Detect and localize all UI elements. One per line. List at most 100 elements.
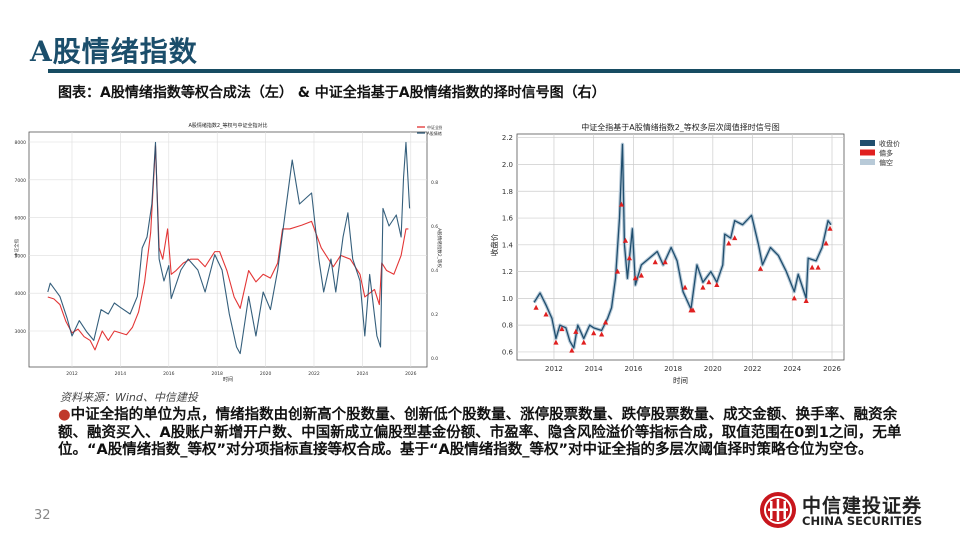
long-signal-marker xyxy=(591,330,597,336)
long-signal-marker xyxy=(815,264,821,270)
long-signal-marker xyxy=(553,339,559,345)
y-axis-label: 中证全指 xyxy=(13,239,20,257)
y-right-tick-label: 0.4 xyxy=(431,268,438,274)
y-axis-label: 收盘价 xyxy=(489,233,499,256)
y-tick-label: 4000 xyxy=(15,291,27,297)
y-tick-label: 0.6 xyxy=(502,348,514,356)
legend-label: 偏空 xyxy=(879,158,893,167)
series-line-csi-all xyxy=(47,145,409,351)
description: ●中证全指的单位为点，情绪指数由创新高个股数量、创新低个股数量、涨停股票数量、跌… xyxy=(58,407,908,460)
y-tick-label: 1.6 xyxy=(502,215,514,223)
legend-label: 中证全指 xyxy=(427,124,442,130)
x-axis-label: 时间 xyxy=(223,376,233,383)
plot-area xyxy=(516,133,845,361)
x-tick-label: 2026 xyxy=(823,365,841,373)
long-signal-marker xyxy=(700,284,706,290)
long-signal-marker xyxy=(618,201,625,207)
y-right-tick-label: 0.0 xyxy=(431,356,438,362)
long-signal-marker xyxy=(803,298,809,304)
y-tick-label: 1.8 xyxy=(502,188,513,196)
long-signal-marker xyxy=(714,281,720,287)
chart-title: A股情绪指数2_等权与中证全指对比 xyxy=(188,122,267,129)
long-signal-marker xyxy=(662,259,668,265)
long-signal-marker xyxy=(614,268,621,274)
long-signal-marker xyxy=(602,319,609,325)
long-signal-marker xyxy=(757,265,764,271)
x-tick-label: 2012 xyxy=(66,371,78,377)
long-signal-marker xyxy=(581,339,587,345)
long-signal-marker xyxy=(652,259,658,265)
x-tick-label: 2026 xyxy=(405,371,417,377)
x-tick-label: 2022 xyxy=(744,365,762,373)
title-divider xyxy=(48,69,960,73)
long-signal-marker xyxy=(626,255,633,261)
long-signal-marker xyxy=(827,225,833,231)
y-right-tick-label: 0.2 xyxy=(431,312,438,318)
long-signal-marker xyxy=(622,237,629,243)
chart-title: 中证全指基于A股情绪指数2_等权多层次阈值择时信号图 xyxy=(581,122,780,132)
legend-swatch xyxy=(860,159,875,165)
long-signal-marker xyxy=(726,240,732,246)
figure-caption: 图表：A股情绪指数等权合成法（左） & 中证全指基于A股情绪指数的择时信号图（右… xyxy=(58,85,606,101)
y-tick-label: 0.8 xyxy=(502,322,513,330)
y-tick-label: 2.2 xyxy=(502,134,513,142)
x-axis-label: 时间 xyxy=(673,375,688,385)
y-right-tick-label: 0.6 xyxy=(431,224,438,230)
x-tick-label: 2020 xyxy=(704,365,722,373)
legend-swatch xyxy=(860,140,875,146)
page-number: 32 xyxy=(34,508,51,523)
y-tick-label: 6000 xyxy=(15,216,27,222)
x-tick-label: 2018 xyxy=(211,371,223,377)
long-signal-marker xyxy=(682,284,688,290)
x-tick-label: 2024 xyxy=(357,371,369,377)
plot-area xyxy=(28,131,428,368)
y-tick-label: 8000 xyxy=(15,140,27,146)
x-tick-label: 2020 xyxy=(260,371,272,377)
description-text: 中证全指的单位为点，情绪指数由创新高个股数量、创新低个股数量、涨停股票数量、跌停… xyxy=(58,407,902,458)
long-signal-marker xyxy=(543,311,549,317)
long-signal-marker xyxy=(559,326,565,332)
y-tick-label: 7000 xyxy=(15,178,27,184)
long-signal-marker xyxy=(690,307,696,313)
page-title: A股情绪指数 xyxy=(30,35,198,68)
long-signal-marker xyxy=(823,240,829,246)
logo-text-cn: 中信建投证券 xyxy=(802,495,923,517)
y-right-axis-label: A股情绪指数2_等权 xyxy=(436,228,442,268)
bullet-icon: ● xyxy=(58,407,71,423)
long-signal-marker xyxy=(638,272,644,278)
logo: 中信建投证券 CHINA SECURITIES xyxy=(758,490,928,532)
series-line-sentiment xyxy=(47,141,411,355)
legend-label: 偏多 xyxy=(879,149,893,158)
long-signal-marker xyxy=(599,331,605,337)
x-tick-label: 2014 xyxy=(585,365,603,373)
long-signal-marker xyxy=(573,328,579,334)
y-right-tick-label: 0.8 xyxy=(431,180,438,186)
long-signal-marker xyxy=(569,347,575,353)
x-tick-label: 2024 xyxy=(783,365,801,373)
long-signal-marker xyxy=(732,235,738,241)
x-tick-label: 2014 xyxy=(115,371,127,377)
y-tick-label: 1.4 xyxy=(502,241,514,249)
x-tick-label: 2016 xyxy=(624,365,642,373)
close-price-line xyxy=(533,143,832,349)
citic-logo-icon xyxy=(760,492,796,528)
y-tick-label: 2.0 xyxy=(502,161,513,169)
legend-label: 收盘价 xyxy=(879,139,900,148)
logo-text-en: CHINA SECURITIES xyxy=(802,514,923,528)
source-note: 资料来源：Wind、中信建投 xyxy=(60,391,198,404)
x-tick-label: 2012 xyxy=(545,365,563,373)
x-tick-label: 2022 xyxy=(308,371,320,377)
x-tick-label: 2018 xyxy=(664,365,682,373)
long-signal-marker xyxy=(809,264,815,270)
long-signal-marker xyxy=(632,275,638,281)
y-tick-label: 3000 xyxy=(15,329,27,335)
legend-label: A股情绪指数2_等权 xyxy=(427,130,442,136)
y-tick-label: 1.0 xyxy=(502,295,513,303)
legend-swatch xyxy=(860,149,875,156)
y-tick-label: 5000 xyxy=(15,253,27,259)
long-signal-marker xyxy=(533,304,539,310)
y-tick-label: 1.2 xyxy=(502,268,513,276)
right-chart: 0.6 0.8 1.0 1.2 1.4 1.6 1.8 2.0 2.2 2012 2014 2016 2… xyxy=(489,122,900,385)
left-chart: 3000 4000 5000 6000 7000 8000 0.0 0.2 0.4 0.6 0.8 2… xyxy=(13,122,442,383)
